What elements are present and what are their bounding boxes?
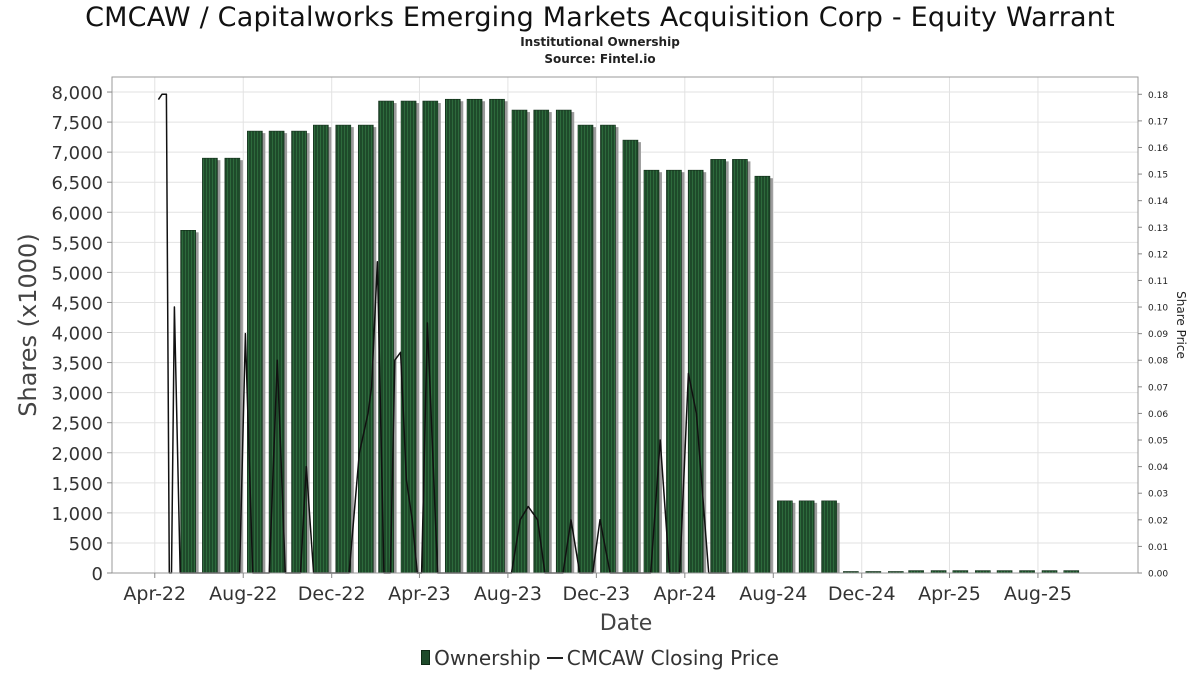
y-tick-label: 1,000 [51,504,103,525]
ownership-bar [444,98,461,574]
y2-tick-label: 0.06 [1148,410,1168,420]
y2-tick-label: 0.09 [1148,330,1168,340]
y2-tick-label: 0.12 [1148,250,1168,260]
y2-tick-label: 0.01 [1148,543,1168,553]
plot-frame [111,76,1139,574]
x-tick-label: Dec-23 [562,583,630,605]
ownership-bar [777,500,793,574]
ownership-bar [466,98,483,574]
y-tick-label: 7,000 [51,143,103,164]
ownership-bar [202,157,218,574]
x-tick-label: Apr-25 [918,583,981,605]
y-axis-left: 0 500 1,000 1,500 2,000 2,500 3,000 3,500 4,000 4… [51,83,112,585]
x-tick-label: Dec-22 [298,583,366,605]
y2-tick-label: 0.05 [1148,437,1168,447]
ownership-bar [732,159,748,574]
y2-tick-label: 0.14 [1148,197,1168,207]
y2-tick-label: 0.02 [1148,516,1168,526]
ownership-bar [798,500,815,574]
y2-tick-label: 0.08 [1148,357,1168,367]
ownership-bar [555,109,572,574]
y2-tick-label: 0.07 [1148,383,1168,393]
y2-tick-label: 0.04 [1148,463,1168,473]
x-tick-label: Apr-24 [653,583,716,605]
price-line [157,93,730,574]
x-axis: Apr-22 Aug-22 Dec-22 Apr-23 Aug-23 Dec-23 Apr-… [123,573,1072,605]
y2-tick-label: 0.13 [1148,224,1168,234]
ownership-bar [643,169,660,574]
y-tick-label: 5,000 [51,263,103,284]
y2-tick-label: 0.17 [1148,117,1168,127]
y-axis-label: Shares (x1000) [14,233,42,416]
y2-tick-label: 0.11 [1148,277,1168,287]
x-tick-label: Aug-25 [1004,583,1072,605]
ownership-bar [821,500,837,574]
legend-ownership-label: Ownership [434,646,541,670]
ownership-bar [511,109,528,574]
y2-tick-label: 0.00 [1148,570,1168,580]
chart-subtitle: Institutional Ownership [520,35,680,49]
y2-tick-label: 0.15 [1148,171,1168,181]
ownership-bar [600,124,616,574]
legend-price-label: CMCAW Closing Price [566,646,779,670]
legend: Ownership CMCAW Closing Price [0,646,1200,670]
ownership-bars [180,98,1080,574]
ownership-bar [313,124,329,574]
chart-title: CMCAW / Capitalworks Emerging Markets Ac… [85,2,1115,33]
ownership-bar [533,109,550,574]
legend-ownership-swatch [421,650,431,665]
ownership-bar [622,139,639,574]
y-tick-label: 7,500 [51,113,103,134]
y-tick-label: 500 [69,534,103,555]
y-tick-label: 8,000 [51,83,103,104]
chart-source: Source: Fintel.io [544,52,656,66]
y2-tick-label: 0.16 [1148,144,1168,154]
y-tick-label: 2,000 [51,444,103,465]
price-line-path [157,93,730,574]
ownership-bar [224,157,241,574]
y-tick-label: 2,500 [51,414,103,435]
x-tick-label: Aug-23 [474,583,542,605]
ownership-bar [577,124,594,574]
y2-tick-label: 0.18 [1148,91,1168,101]
y2-tick-label: 0.03 [1148,490,1168,500]
ownership-bar [247,130,263,574]
ownership-bar [687,169,704,574]
y-axis-right: 0.00 0.01 0.02 0.03 0.04 0.05 0.06 0.07 0.08 0.09… [1138,91,1168,580]
x-tick-label: Aug-24 [739,583,807,605]
y-tick-label: 6,000 [51,203,103,224]
y-tick-label: 4,000 [51,324,103,345]
x-axis-label: Date [600,611,653,636]
ownership-bar [754,175,771,574]
x-tick-label: Dec-24 [828,583,896,605]
ownership-bar [180,230,196,574]
ownership-bar [666,169,682,574]
ownership-bar [422,100,439,574]
y-tick-label: 4,500 [51,293,103,314]
y-tick-label: 5,500 [51,233,103,254]
x-tick-label: Apr-22 [123,583,186,605]
y-tick-label: 0 [92,564,103,585]
y2-axis-label: Share Price [1174,291,1188,359]
ownership-bar [400,100,417,574]
ownership-bar [710,159,726,574]
ownership-bar [489,98,505,574]
x-tick-label: Apr-23 [388,583,451,605]
y-tick-label: 6,500 [51,173,103,194]
x-tick-label: Aug-22 [209,583,277,605]
y-tick-label: 1,500 [51,474,103,495]
ownership-bar [357,124,374,574]
ownership-bar [335,124,352,574]
legend-price-swatch [546,657,563,659]
y2-tick-label: 0.10 [1148,304,1168,314]
y-tick-label: 3,500 [51,354,103,375]
y-tick-label: 3,000 [51,384,103,405]
